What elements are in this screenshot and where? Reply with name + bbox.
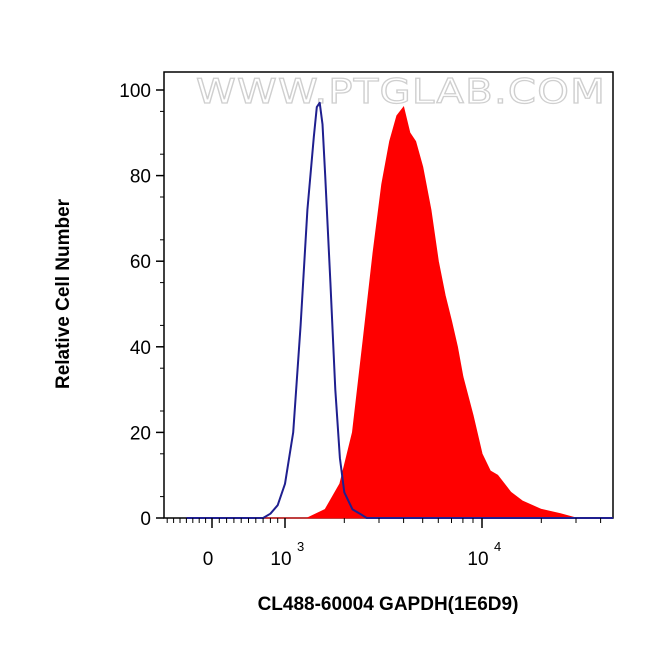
y-axis-title: Relative Cell Number [53,198,74,389]
y-tick-label: 80 [130,167,151,188]
x-tick-exponent: 4 [494,539,501,554]
x-tick-label: 10 [270,549,291,570]
x-tick-exponent: 3 [297,539,304,554]
watermark: WWW.PTGLAB.COM [196,72,606,112]
x-axis-title: CL488-60004 GAPDH(1E6D9) [258,594,519,615]
axis-layer: 0 20 40 60 80 100 0 10 3 10 4 [119,81,602,570]
y-tick-label: 100 [119,81,151,102]
sample-histogram [186,105,613,519]
x-tick-label: 0 [203,549,214,570]
y-tick-label: 40 [130,338,151,359]
x-tick-label: 10 [467,549,488,570]
y-tick-label: 20 [130,423,151,444]
series-layer [186,101,613,519]
control-histogram-line [186,101,613,519]
y-tick-label: 0 [140,509,151,530]
y-tick-label: 60 [130,252,151,273]
